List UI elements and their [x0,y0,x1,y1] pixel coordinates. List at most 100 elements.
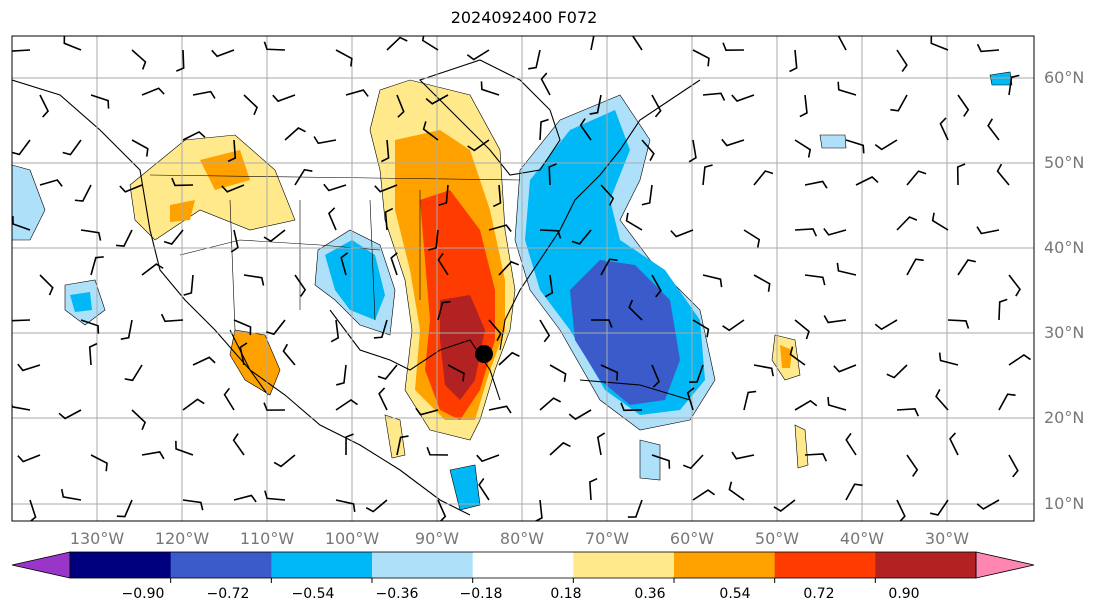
wind-barb [976,499,1000,510]
wind-barb [845,139,865,154]
lon-label: 40°W [839,529,885,548]
wind-barb [641,139,655,162]
wind-barb [804,453,828,462]
wind-barb [957,94,970,117]
wind-barb [651,94,662,118]
colorbar-tick-label: −0.18 [459,586,503,602]
wind-barb [192,90,216,99]
wind-barb [987,118,1000,141]
colorbar-tick-label: 0.18 [550,586,582,602]
wind-barb [141,451,165,460]
wind-barb [171,177,194,187]
colorbar-tick-label: 0.54 [719,586,751,602]
wind-barb [996,163,1010,186]
wind-barb [476,454,500,463]
wind-barb [947,319,970,329]
wind-barb [896,499,906,521]
wind-barb [528,49,541,70]
wind-barb [264,490,286,501]
wind-barb [939,117,949,141]
wind-barb [627,499,643,518]
wind-barb [284,127,306,141]
wind-barb [890,94,908,112]
wind-barb [931,212,949,231]
wind-barb [63,36,82,51]
colorbar-segment [774,552,876,578]
wind-barb [600,364,619,381]
wind-barb [1008,74,1020,96]
wind-barb [60,488,82,501]
wind-barb [365,499,388,513]
wind-barb [116,499,133,518]
wind-barb [115,229,133,247]
wind-barb [600,184,615,206]
wind-barb [327,207,337,231]
lon-label: 130°W [69,529,125,548]
colorbar-frame [69,551,977,579]
wind-barb [62,139,82,156]
wind-barb [335,399,358,411]
lat-label: 10°N [1044,494,1085,513]
wind-barb [906,454,919,477]
wind-barb [243,274,265,286]
wind-barb [874,139,898,151]
wind-barb [896,408,920,417]
wind-barb [345,89,369,97]
wind-barb [488,224,512,233]
wind-barb [294,168,313,186]
colorbar-tick-label: −0.54 [291,586,335,602]
colorbar-segment [875,552,977,578]
wind-barb [243,94,259,116]
wind-barb [438,184,449,206]
wind-barb [230,229,239,253]
wind-barb [688,139,697,163]
wind-barb [743,229,761,248]
wind-barb [1008,274,1021,297]
wind-barb [651,274,662,298]
wind-barb [692,49,710,67]
colorbar-extend-low [11,551,71,579]
wind-barb [845,483,863,501]
wind-barb [1008,354,1031,366]
wind-barb [539,118,549,141]
wind-barb [437,499,447,521]
wind-barb [837,81,857,96]
wind-barb [239,342,248,366]
wind-barb [789,49,798,73]
storm-center-dot [475,345,493,363]
graticule [12,36,1034,521]
wind-barb [956,163,966,186]
wind-barb [600,258,618,276]
wind-barb [702,164,713,186]
wind-barb [335,499,356,512]
wind-barb [789,346,806,366]
wind-barb [683,454,704,470]
wind-barb [12,215,31,231]
wind-barb [731,451,755,460]
wind-barb [335,49,353,67]
wind-barb [804,274,826,286]
wind-barb [935,389,949,411]
wind-barb [823,315,847,324]
wind-barb [182,398,205,411]
wind-barb [426,446,449,456]
wind-barb [340,252,349,276]
wind-barb [794,319,810,340]
wind-barb [498,351,520,366]
wind-barb [131,139,149,157]
colorbar-tick-label: −0.36 [375,586,419,602]
wind-barb [823,228,847,236]
wind-barb [670,229,694,238]
wind-barb [906,170,927,186]
wind-barb [425,94,449,105]
colorbar-tick-label: 0.72 [803,586,835,602]
wind-barb [998,298,1008,321]
wind-barb [845,432,857,456]
wind-barb [415,407,439,416]
wind-barb [232,433,245,456]
wind-barb [721,138,745,147]
wind-barb [323,183,347,192]
wind-barb [294,274,307,297]
wind-barb [381,139,390,163]
wind-barb [492,184,502,208]
